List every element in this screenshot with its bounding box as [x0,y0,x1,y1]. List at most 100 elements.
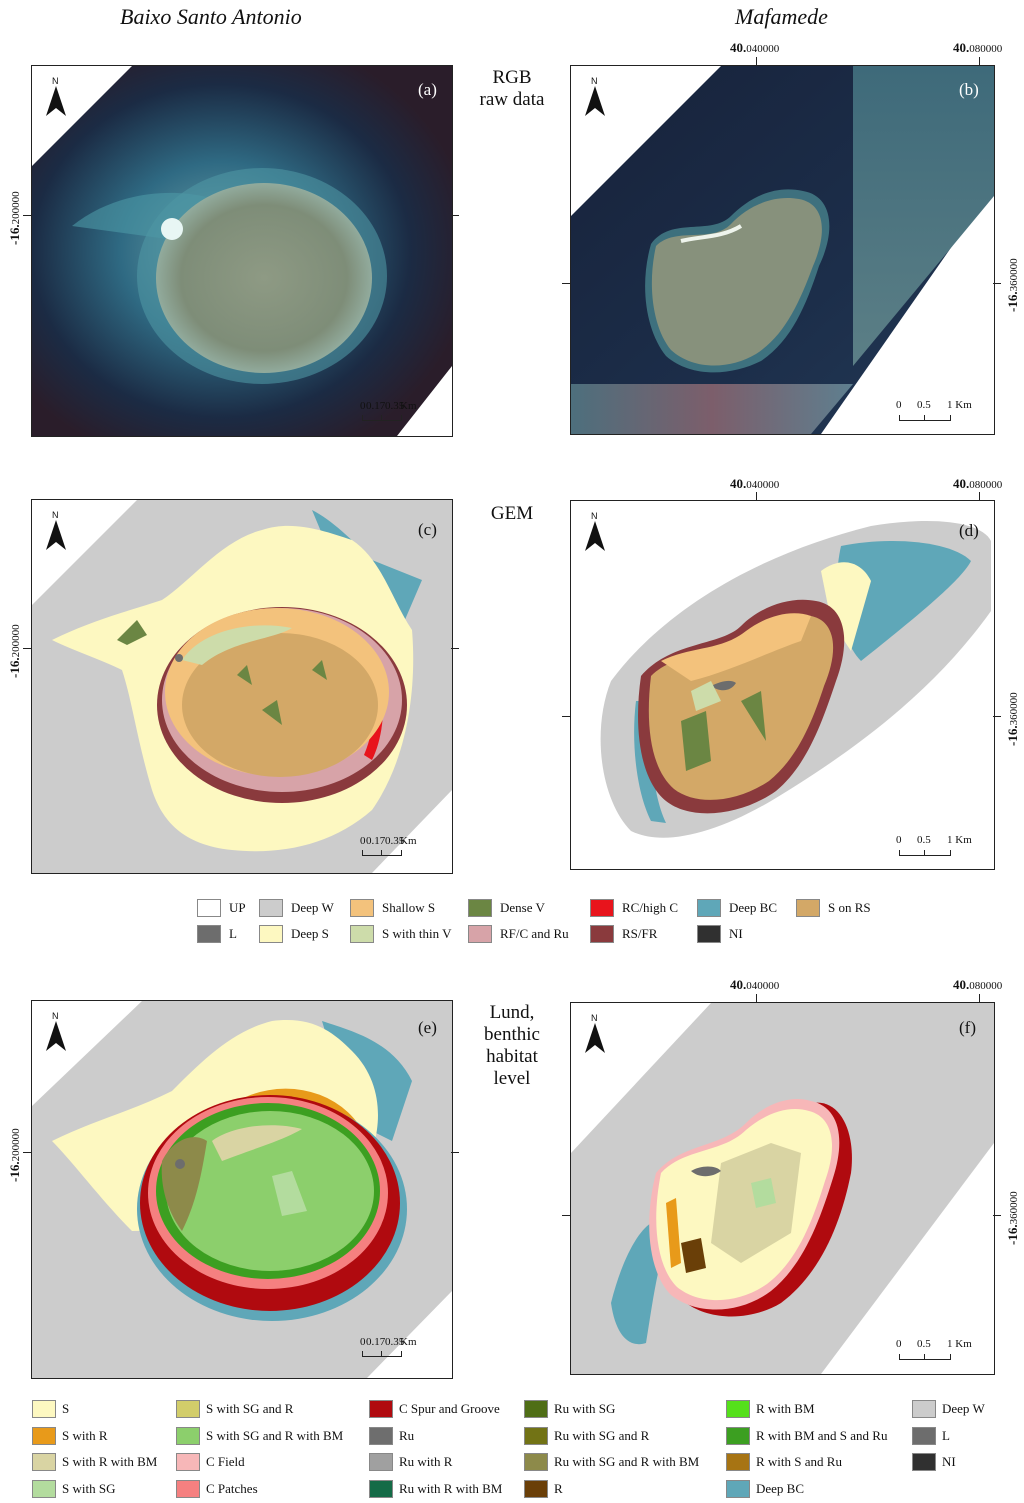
legend-label: S on RS [828,900,871,915]
coord-left-y-a: -16.200000 [7,191,23,245]
legend-swatch [32,1400,56,1418]
scale-c-1: 0.17 [366,835,386,847]
north-label-a: N [52,76,59,86]
scale-f-2: 1 Km [947,1338,972,1350]
legend-swatch [697,925,721,943]
coord-x1-d-bold: 40. [730,476,747,491]
legend-swatch [259,899,283,917]
coord-x1-d-val: 040000 [746,479,780,491]
row-label-lund-line1: Lund, [489,1002,535,1023]
panel-label-f: (f) [959,1018,976,1037]
scale-f-1: 0.5 [917,1338,931,1350]
legend-swatch [32,1426,56,1445]
row-label-lund-line2: benthic [484,1024,540,1045]
scale-a-1: 0.17 [366,400,386,412]
scalebar-c: 0 0.17 0.35 Km [360,835,420,856]
coord-x1-d: 40.040000 [730,476,779,492]
panel-b-rgb-map: N (b) 0 0.5 1 Km [570,65,995,435]
legend-swatch [176,1426,200,1445]
coord-left-y-a-val: 200000 [10,191,22,225]
legend-swatch [524,1479,548,1498]
scale-a-unit: Km [400,400,417,412]
coord-left-y-c-bold: -16. [7,657,22,678]
legend-label: S with SG and R with BM [206,1427,344,1443]
north-arrow-icon [46,520,66,550]
legend-swatch [726,1400,750,1418]
legend-label: Deep BC [756,1480,805,1496]
scale-e-1: 0.17 [366,1336,386,1348]
coord-left-y-a-bold: -16. [7,224,22,245]
scale-b-1: 0.5 [917,399,931,411]
legend-swatch [350,925,374,943]
scalebar-d: 0 0.5 1 Km [896,834,986,856]
title-right: Mafamede [735,4,828,29]
panel-label-c: (c) [418,520,437,539]
legend-swatch [726,1479,750,1498]
scale-a-2: 0.35 [385,400,405,412]
coord-x1-f-bold: 40. [730,977,747,992]
legend-label: Deep W [942,1401,985,1416]
coord-right-y-f-bold: -16. [1005,1224,1020,1245]
legend-label: S with thin V [382,926,452,941]
legend-swatch [176,1453,200,1471]
row-label-lund-line3: habitat [486,1046,538,1067]
legend-label: Ru with R with BM [399,1480,503,1496]
legend-label: R with BM and S and Ru [756,1427,888,1443]
legend-label: R with BM [756,1401,815,1416]
legend-swatch [259,925,283,943]
scale-e-unit: Km [400,1336,417,1348]
coord-left-y-e-bold: -16. [7,1161,22,1182]
legend-swatch [796,899,820,917]
legend-swatch [369,1479,393,1498]
scale-f-0: 0 [896,1338,902,1350]
legend-label: UP [229,900,246,915]
scale-c-2: 0.35 [385,835,405,847]
legend-swatch [32,1479,56,1498]
legend-swatch [590,925,614,943]
north-label-b: N [591,76,598,86]
scale-c-unit: Km [400,835,417,847]
coord-right-y-b-val: 360000 [1008,258,1020,292]
coord-x2-b: 40.080000 [953,40,1002,56]
panel-label-b: (b) [959,80,979,99]
legend-label: S with R with BM [62,1454,158,1469]
panel-e-classification [32,1001,452,1378]
coord-right-y-b-bold: -16. [1005,291,1020,312]
scale-b-0: 0 [896,399,902,411]
panel-label-e: (e) [418,1018,437,1037]
legend-swatch [912,1453,936,1471]
coord-x2-b-bold: 40. [953,40,970,55]
row-label-lund-line4: level [493,1068,531,1089]
coord-x2-d: 40.080000 [953,476,1002,492]
legend-gem: UP Deep W Shallow S Dense V RC/high C Deep BC… [0,897,1024,947]
row-label-rgb-line2: raw data [479,89,545,110]
legend-label: Ru [399,1427,415,1443]
legend-label: Shallow S [382,900,436,915]
legend-label: S with SG [62,1480,116,1496]
panel-a-imagery [32,66,452,436]
coord-right-y-d-val: 360000 [1008,692,1020,726]
legend-swatch [468,899,492,917]
legend-label: L [229,926,237,941]
legend-label: NI [942,1454,956,1469]
north-label-f: N [591,1013,598,1023]
legend-label: Deep S [291,926,329,941]
north-arrow-icon [46,86,66,116]
legend-label: L [942,1427,950,1443]
legend-label: S with SG and R [206,1401,294,1416]
scale-c-0: 0 [360,835,366,847]
panel-c-classification [32,500,452,873]
north-label-c: N [52,510,59,520]
legend-label: C Patches [206,1480,258,1496]
legend-swatch [590,899,614,917]
coord-x2-d-bold: 40. [953,476,970,491]
legend-label: RF/C and Ru [500,926,569,941]
legend-swatch [912,1400,936,1418]
panel-c-gem-map: N (c) 0 0.17 0.35 Km [31,499,453,874]
legend-label: R with S and Ru [756,1454,842,1469]
legend-lund: S S with R S with R with BM S with SG S with… [0,1398,1024,1501]
legend-label: RS/FR [622,926,658,941]
coord-x2-f-val: 080000 [969,980,1003,992]
north-arrow-icon [585,1023,605,1053]
legend-swatch [197,925,221,943]
